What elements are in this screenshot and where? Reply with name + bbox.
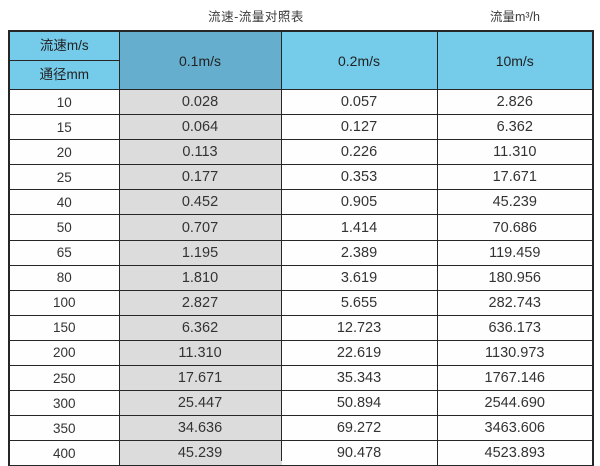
flow-value-cell: 22.619 — [280, 339, 438, 367]
table-row: 150 6.362 12.723 636.173 — [8, 314, 594, 341]
table-row: 400 45.239 90.478 4523.893 — [8, 440, 594, 466]
flow-value-cell: 2.827 — [118, 289, 282, 316]
diameter-cell: 20 — [8, 139, 120, 166]
flow-value-cell: 0.707 — [118, 214, 282, 241]
flow-value-cell: 2544.690 — [436, 390, 594, 417]
table-row: 350 34.636 69.272 3463.606 — [8, 415, 594, 442]
flow-value-cell: 0.353 — [280, 164, 438, 191]
table-row: 200 11.310 22.619 1130.973 — [8, 339, 594, 367]
flow-value-cell: 90.478 — [280, 440, 438, 466]
flow-unit-label: 流量m³/h — [489, 10, 540, 24]
header-velocity-diameter: 流速m/s 通径mm — [8, 30, 120, 90]
flow-value-cell: 636.173 — [436, 314, 594, 341]
flow-value-cell: 34.636 — [118, 415, 282, 442]
flow-value-cell: 1.414 — [280, 214, 438, 241]
flow-value-cell: 119.459 — [436, 239, 594, 266]
flow-value-cell: 6.362 — [436, 114, 594, 141]
velocity-unit-label: 流速m/s — [10, 32, 118, 61]
flow-value-cell: 25.447 — [118, 390, 282, 417]
table-row: 10 0.028 0.057 2.826 — [8, 88, 594, 116]
table-body: 10 0.028 0.057 2.826 15 0.064 0.127 6.362 20 0.11… — [8, 88, 594, 466]
flow-value-cell: 0.113 — [118, 139, 282, 166]
flow-value-cell: 3.619 — [280, 264, 438, 291]
table-row: 250 17.671 35.343 1767.146 — [8, 365, 594, 392]
table-row: 80 1.810 3.619 180.956 — [8, 264, 594, 291]
diameter-cell: 250 — [8, 365, 120, 392]
table-row: 300 25.447 50.894 2544.690 — [8, 390, 594, 417]
diameter-cell: 50 — [8, 214, 120, 241]
diameter-cell: 100 — [8, 289, 120, 316]
diameter-cell: 15 — [8, 114, 120, 141]
flow-value-cell: 69.272 — [280, 415, 438, 442]
diameter-cell: 40 — [8, 189, 120, 216]
diameter-cell: 80 — [8, 264, 120, 291]
table-row: 15 0.064 0.127 6.362 — [8, 114, 594, 141]
flow-value-cell: 11.310 — [118, 339, 282, 367]
flow-value-cell: 45.239 — [436, 189, 594, 216]
flow-value-cell: 6.362 — [118, 314, 282, 341]
diameter-cell: 10 — [8, 88, 120, 116]
flow-rate-table: 流速m/s 通径mm 0.1m/s 0.2m/s 10m/s 10 0.028 0.… — [8, 30, 594, 466]
header-col-0.1ms: 0.1m/s — [118, 30, 282, 90]
flow-value-cell: 0.127 — [280, 114, 438, 141]
header-col-10ms: 10m/s — [436, 30, 594, 90]
flow-value-cell: 0.057 — [280, 88, 438, 116]
flow-value-cell: 70.686 — [436, 214, 594, 241]
diameter-cell: 25 — [8, 164, 120, 191]
diameter-cell: 350 — [8, 415, 120, 442]
flow-value-cell: 4523.893 — [436, 440, 594, 466]
table-row: 50 0.707 1.414 70.686 — [8, 214, 594, 241]
flow-value-cell: 17.671 — [436, 164, 594, 191]
flow-value-cell: 3463.606 — [436, 415, 594, 442]
flow-value-cell: 180.956 — [436, 264, 594, 291]
diameter-unit-label: 通径mm — [39, 67, 90, 82]
flow-value-cell: 5.655 — [280, 289, 438, 316]
header-col-0.2ms: 0.2m/s — [280, 30, 438, 90]
table-row: 25 0.177 0.353 17.671 — [8, 164, 594, 191]
flow-value-cell: 2.389 — [280, 239, 438, 266]
header-row: 流速m/s 通径mm 0.1m/s 0.2m/s 10m/s — [8, 30, 594, 90]
flow-value-cell: 0.028 — [118, 88, 282, 116]
table-row: 40 0.452 0.905 45.239 — [8, 189, 594, 216]
diameter-cell: 200 — [8, 339, 120, 367]
table-row: 100 2.827 5.655 282.743 — [8, 289, 594, 316]
flow-value-cell: 282.743 — [436, 289, 594, 316]
diameter-cell: 400 — [8, 440, 120, 466]
table-title: 流速-流量对照表 — [208, 10, 304, 24]
table-row: 20 0.113 0.226 11.310 — [8, 139, 594, 166]
flow-value-cell: 1.195 — [118, 239, 282, 266]
table-header: 流速m/s 通径mm 0.1m/s 0.2m/s 10m/s — [8, 30, 594, 90]
flow-value-cell: 12.723 — [280, 314, 438, 341]
flow-value-cell: 0.226 — [280, 139, 438, 166]
flow-value-cell: 1130.973 — [436, 339, 594, 367]
flow-value-cell: 1.810 — [118, 264, 282, 291]
table-row: 65 1.195 2.389 119.459 — [8, 239, 594, 266]
flow-value-cell: 35.343 — [280, 365, 438, 392]
flow-value-cell: 0.177 — [118, 164, 282, 191]
diameter-cell: 300 — [8, 390, 120, 417]
diameter-cell: 65 — [8, 239, 120, 266]
flow-value-cell: 0.452 — [118, 189, 282, 216]
flow-value-cell: 11.310 — [436, 139, 594, 166]
gray-column-tail — [120, 461, 282, 465]
flow-value-cell: 2.826 — [436, 88, 594, 116]
flow-value-cell: 0.064 — [118, 114, 282, 141]
flow-value-cell: 17.671 — [118, 365, 282, 392]
flow-value-cell: 0.905 — [280, 189, 438, 216]
flow-value-cell: 50.894 — [280, 390, 438, 417]
flow-value-cell: 1767.146 — [436, 365, 594, 392]
diameter-cell: 150 — [8, 314, 120, 341]
